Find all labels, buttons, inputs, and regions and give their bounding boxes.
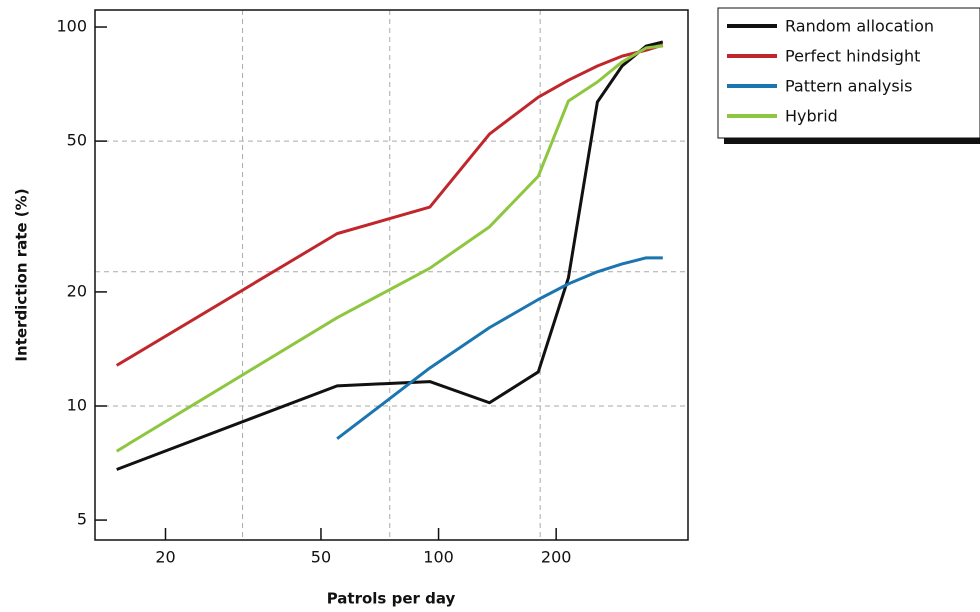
- plot-lines: [115, 40, 664, 471]
- x-tick-label: 50: [311, 548, 331, 567]
- legend-label: Hybrid: [785, 107, 838, 126]
- legend-label: Random allocation: [785, 17, 934, 36]
- legend-label: Pattern analysis: [785, 77, 912, 96]
- grid: [95, 10, 688, 540]
- y-tick-label: 100: [56, 17, 87, 36]
- x-axis-label: Patrols per day: [327, 590, 456, 608]
- series-line: [115, 43, 664, 367]
- plot-frame: [94, 9, 689, 541]
- x-tick-label: 200: [541, 548, 572, 567]
- series-line: [115, 44, 663, 453]
- y-tick-label: 5: [77, 510, 87, 529]
- legend-label: Perfect hindsight: [785, 47, 920, 66]
- y-tick-label: 20: [67, 281, 87, 300]
- series-line: [336, 256, 663, 440]
- y-axis-label: Interdiction rate (%): [13, 188, 31, 361]
- y-tick-label: 10: [67, 395, 87, 414]
- x-tick-label: 20: [155, 548, 175, 567]
- y-tick-label: 50: [67, 131, 87, 150]
- x-tick-label: 100: [423, 548, 454, 567]
